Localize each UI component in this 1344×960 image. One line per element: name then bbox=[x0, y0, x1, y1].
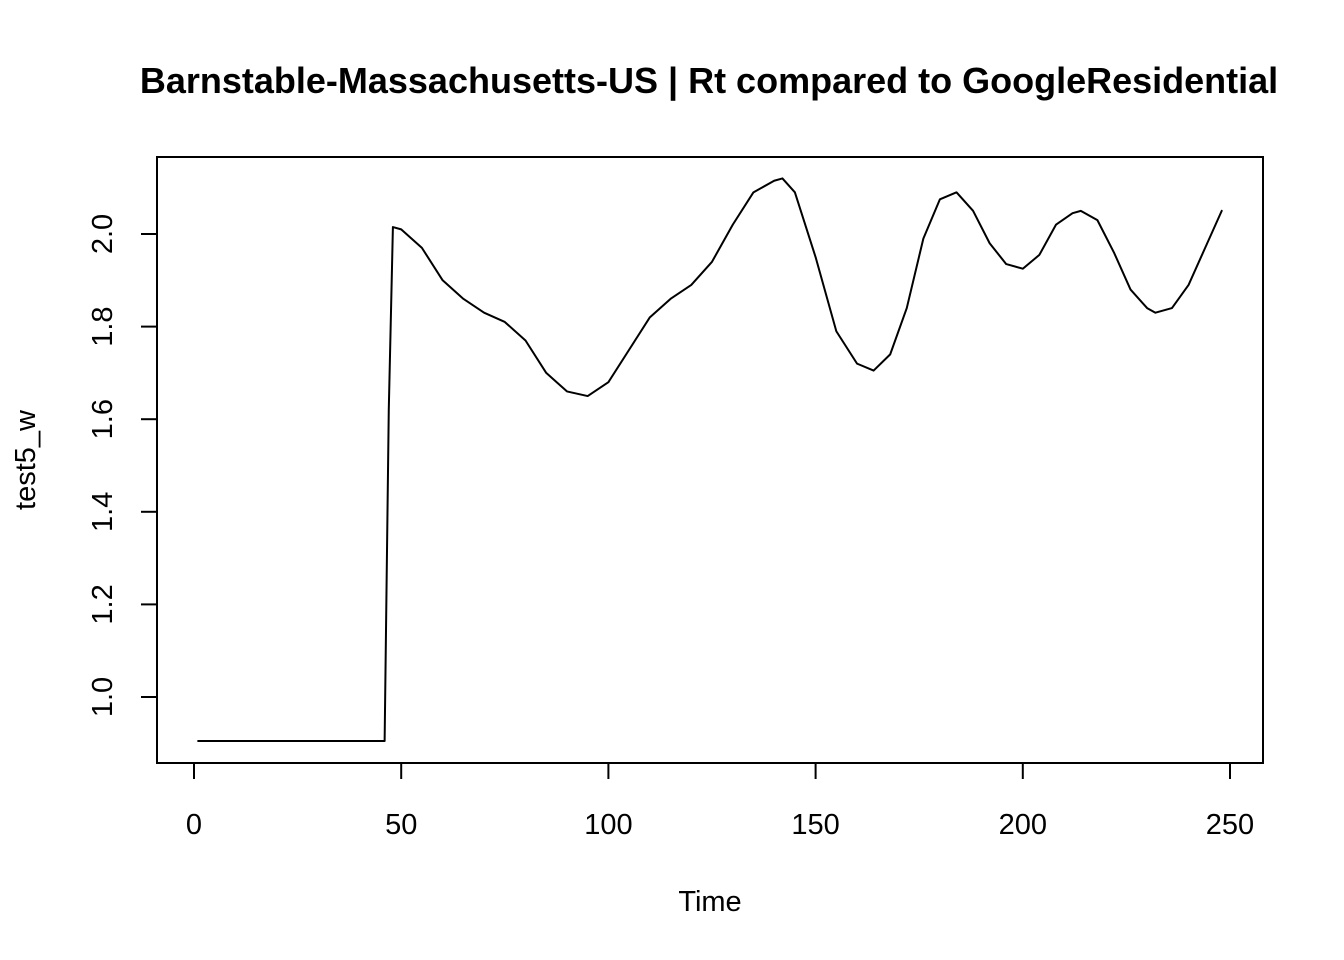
x-tick-label: 50 bbox=[385, 809, 417, 841]
y-tick-label: 2.0 bbox=[87, 214, 119, 254]
series-layer bbox=[197, 177, 1223, 742]
x-axis-label: Time bbox=[678, 886, 741, 918]
y-tick-label: 1.8 bbox=[87, 306, 119, 346]
x-axis: 0 50 100 150 200 250 bbox=[186, 763, 1254, 841]
x-tick-label: 250 bbox=[1206, 809, 1254, 841]
y-axis-label: test5_w bbox=[10, 409, 42, 510]
x-tick-label: 0 bbox=[186, 809, 202, 841]
y-tick-label: 1.0 bbox=[87, 677, 119, 717]
plot-frame bbox=[156, 156, 1264, 764]
x-tick-label: 200 bbox=[999, 809, 1047, 841]
chart-title: Barnstable-Massachusetts-US | Rt compare… bbox=[140, 60, 1278, 102]
x-tick-label: 100 bbox=[584, 809, 632, 841]
y-tick-label: 1.2 bbox=[87, 584, 119, 624]
y-tick-label: 1.6 bbox=[87, 399, 119, 439]
y-tick-label: 1.4 bbox=[87, 492, 119, 532]
y-axis: 1.0 1.2 1.4 1.6 1.8 2.0 bbox=[87, 214, 157, 717]
x-tick-label: 150 bbox=[791, 809, 839, 841]
series-line bbox=[197, 177, 1223, 742]
